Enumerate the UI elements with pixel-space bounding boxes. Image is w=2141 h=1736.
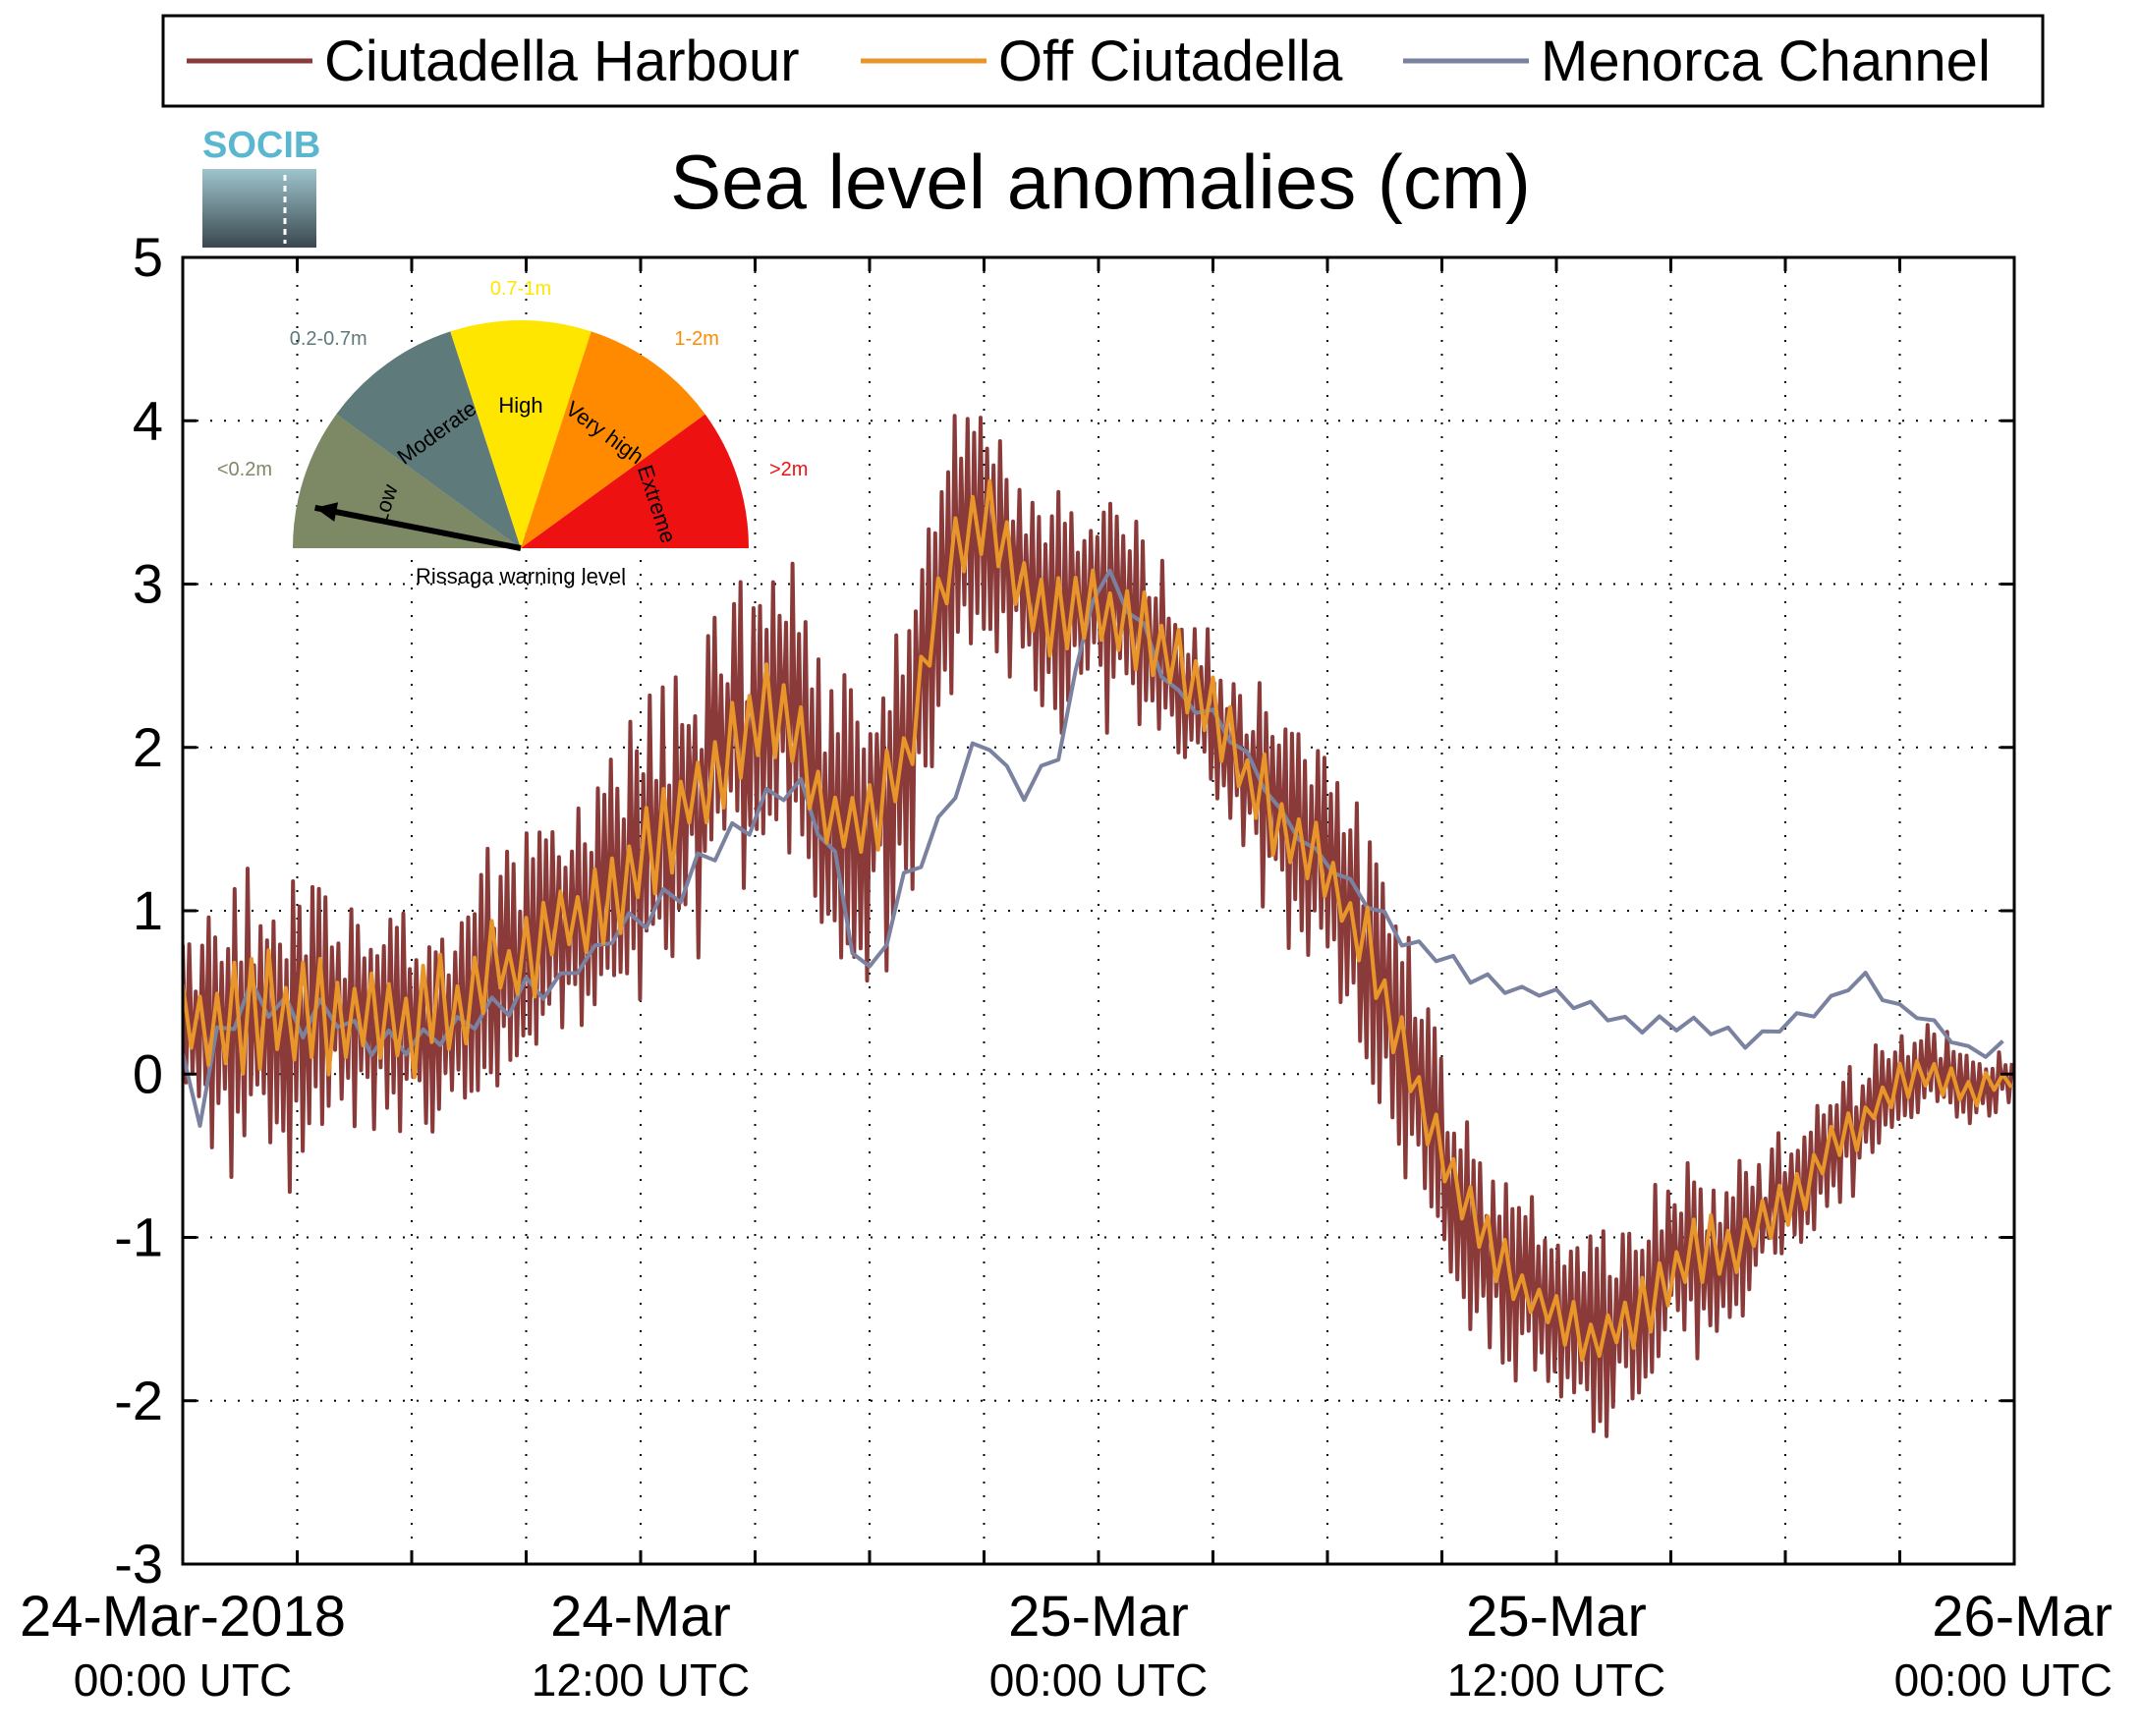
x-tick-label-time: 00:00 UTC [1894,1654,2113,1706]
gauge-pointer-head [314,502,339,522]
x-tick-label-date: 25-Mar [1466,1585,1647,1649]
legend-item-menorca-channel: Menorca Channel [1403,29,1991,93]
chart-title: Sea level anomalies (cm) [670,139,1531,225]
legend-item-ciutadella-harbour: Ciutadella Harbour [187,29,800,93]
legend-label-off-ciutadella: Off Ciutadella [998,29,1343,93]
gauge-segment-extreme [521,414,749,548]
logo-wave-block [202,169,316,248]
y-tick-label: 1 [133,879,163,941]
logo-text: SOCIB [202,125,320,166]
legend-label-menorca-channel: Menorca Channel [1541,29,1991,93]
x-tick-label-time: 12:00 UTC [532,1654,750,1706]
legend-label-ciutadella-harbour: Ciutadella Harbour [324,29,800,93]
x-tick-label-time: 12:00 UTC [1447,1654,1665,1706]
legend-box [161,14,2045,108]
socib-logo: SOCIB [202,125,320,248]
gauge-level-label: High [498,393,542,418]
legend: Ciutadella Harbour Off Ciutadella Menorc… [161,14,2045,108]
y-tick-label: 4 [133,389,163,451]
gauge-range-label: >2m [769,459,808,480]
series-layer [183,414,2014,1438]
gauge-range-label: 1-2m [674,328,719,350]
gauge-range-label: <0.2m [217,459,272,480]
gauge-segment-moderate [336,331,521,548]
y-tick-label: 0 [133,1042,163,1104]
y-tick-label: -3 [114,1533,163,1595]
y-tick-label: 3 [133,553,163,615]
x-tick-label-date: 25-Mar [1008,1585,1189,1649]
series-line-off-ciutadella [183,478,2013,1363]
y-tick-label: -1 [114,1206,163,1268]
gauge-range-label: 0.2-0.7m [290,328,367,350]
gauge-pointer [313,504,522,551]
legend-item-off-ciutadella: Off Ciutadella [861,29,1343,93]
gauge-segment-very-high [521,331,705,548]
x-tick-label-date: 24-Mar-2018 [20,1585,346,1649]
gauge-caption: Rissaga warning level [416,564,626,588]
gauge-range-label: 0.7-1m [490,278,551,300]
x-tick-label-date: 26-Mar [1932,1585,2113,1649]
series-line-menorca-channel [183,568,2004,1128]
gauge-segment-high [450,320,592,548]
x-tick-label-time: 00:00 UTC [989,1654,1208,1706]
y-tick-label: 5 [133,226,163,288]
y-tick-label: 2 [133,716,163,778]
x-tick-label-time: 00:00 UTC [74,1654,292,1706]
y-tick-label: -2 [114,1370,163,1431]
x-tick-label-date: 24-Mar [550,1585,731,1649]
